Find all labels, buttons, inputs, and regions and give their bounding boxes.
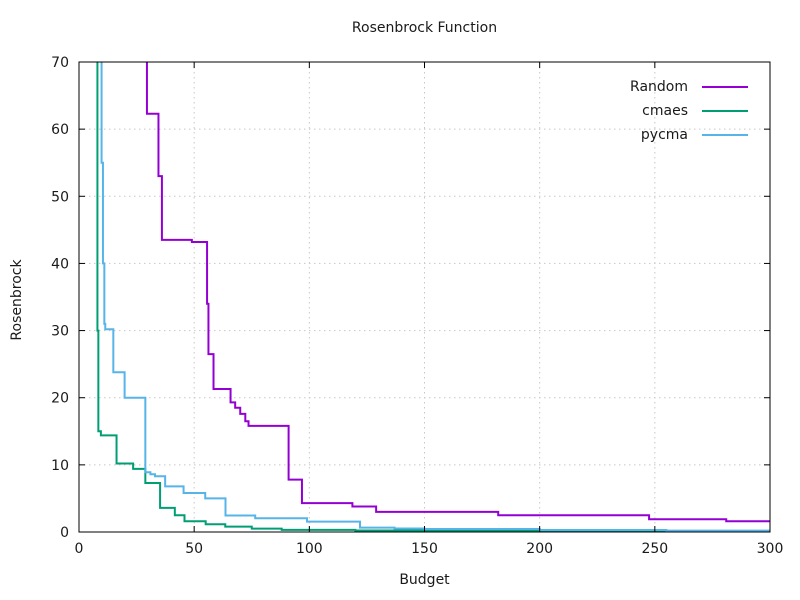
series-line-pycma <box>100 62 770 532</box>
x-tick-label: 0 <box>75 541 84 557</box>
x-tick-label: 250 <box>641 541 668 557</box>
legend-label: pycma <box>640 127 688 143</box>
y-tick-label: 60 <box>51 122 69 138</box>
legend-line-sample <box>702 134 748 136</box>
series-line-cmaes <box>96 62 770 532</box>
legend-line-sample <box>702 86 748 88</box>
series-line-random <box>145 62 770 523</box>
x-tick-label: 200 <box>526 541 553 557</box>
y-tick-label: 40 <box>51 256 69 272</box>
legend-line-sample <box>702 110 748 112</box>
series-lines <box>96 62 770 532</box>
tick-marks <box>78 61 771 533</box>
grid-lines <box>79 62 770 532</box>
legend-item-cmaes: cmaes <box>630 99 748 123</box>
x-axis-label: Budget <box>399 572 450 588</box>
y-tick-label: 0 <box>60 525 69 541</box>
legend-item-pycma: pycma <box>630 123 748 147</box>
y-tick-labels: 0 10 20 30 40 50 60 70 <box>51 55 69 541</box>
y-tick-label: 70 <box>51 55 69 71</box>
x-tick-label: 300 <box>757 541 784 557</box>
y-tick-label: 20 <box>51 391 69 407</box>
legend-label: cmaes <box>642 103 688 119</box>
y-tick-label: 30 <box>51 324 69 340</box>
y-tick-label: 50 <box>51 189 69 205</box>
y-tick-label: 10 <box>51 458 69 474</box>
x-tick-label: 100 <box>296 541 323 557</box>
legend-item-random: Random <box>630 75 748 99</box>
x-tick-labels: 0 50 100 150 200 250 300 <box>75 541 784 557</box>
x-tick-label: 150 <box>411 541 438 557</box>
x-tick-label: 50 <box>185 541 203 557</box>
legend-label: Random <box>630 79 688 95</box>
legend: Random cmaes pycma <box>630 75 748 147</box>
chart-title: Rosenbrock Function <box>351 20 498 36</box>
